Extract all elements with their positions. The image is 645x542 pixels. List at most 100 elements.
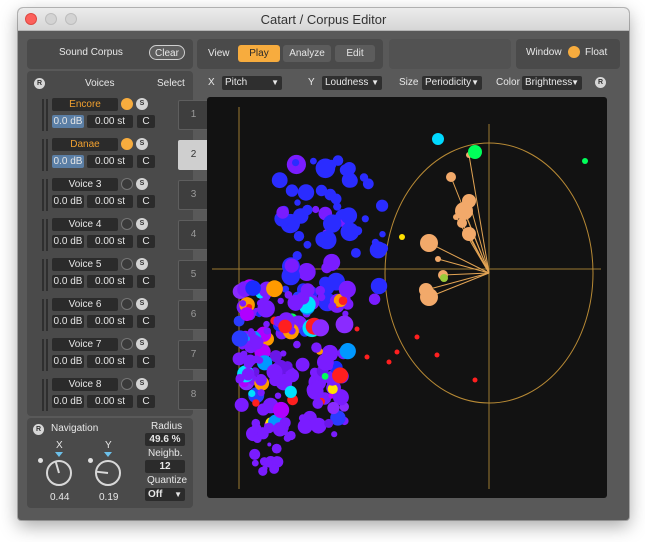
voice-solo-button[interactable]: S — [136, 178, 148, 190]
corpus-point[interactable] — [297, 263, 316, 281]
corpus-point[interactable] — [262, 465, 268, 472]
voice-enable-toggle[interactable] — [121, 178, 133, 190]
voice-enable-toggle[interactable] — [121, 298, 133, 310]
clear-corpus-button[interactable]: Clear — [149, 45, 185, 60]
corpus-point[interactable] — [351, 248, 361, 258]
corpus-point[interactable] — [272, 456, 282, 466]
voice-solo-button[interactable]: S — [136, 378, 148, 390]
corpus-point[interactable] — [239, 307, 254, 322]
tab-play[interactable]: Play — [238, 45, 280, 62]
corpus-point[interactable] — [376, 199, 389, 212]
voice-select-button[interactable]: 7 — [178, 340, 209, 370]
corpus-point[interactable] — [311, 342, 322, 353]
corpus-point[interactable] — [311, 319, 330, 337]
corpus-point[interactable] — [255, 374, 267, 386]
voice-name[interactable]: Voice 8 — [52, 378, 118, 391]
corpus-point[interactable] — [342, 310, 349, 317]
corpus-point[interactable] — [440, 274, 448, 282]
corpus-point[interactable] — [377, 243, 389, 254]
neighbour-point[interactable] — [446, 172, 456, 182]
corpus-point[interactable] — [281, 285, 290, 293]
corpus-point[interactable] — [317, 293, 326, 302]
corpus-point[interactable] — [252, 355, 261, 364]
corpus-point[interactable] — [252, 399, 260, 407]
corpus-point[interactable] — [354, 326, 360, 332]
voice-select-button[interactable]: 5 — [178, 260, 209, 290]
voice-transpose-field[interactable]: 0.00 st — [87, 275, 133, 288]
voice-solo-button[interactable]: S — [136, 138, 148, 150]
color-select[interactable]: Brightness ▼ — [522, 76, 582, 90]
corpus-point[interactable] — [293, 231, 305, 242]
voice-transpose-field[interactable]: 0.00 st — [87, 235, 133, 248]
voice-name[interactable]: Voice 4 — [52, 218, 118, 231]
corpus-point[interactable] — [263, 320, 270, 328]
corpus-point[interactable] — [292, 251, 302, 261]
corpus-point[interactable] — [321, 372, 329, 380]
corpus-point[interactable] — [234, 397, 249, 412]
voice-name[interactable]: Danae — [52, 138, 118, 151]
close-window-button[interactable] — [25, 13, 37, 25]
corpus-point[interactable] — [297, 418, 313, 434]
neighbours-field[interactable]: 12 — [145, 460, 185, 473]
corpus-point[interactable] — [335, 315, 354, 334]
corpus-point[interactable] — [278, 319, 292, 334]
axes-reset-button[interactable]: R — [595, 77, 606, 88]
corpus-point[interactable] — [271, 443, 282, 454]
float-toggle[interactable] — [568, 46, 580, 58]
voice-enable-toggle[interactable] — [121, 338, 133, 350]
corpus-point[interactable] — [257, 389, 265, 397]
corpus-point[interactable] — [315, 184, 328, 197]
corpus-point[interactable] — [338, 280, 356, 298]
corpus-point[interactable] — [340, 222, 360, 242]
corpus-point[interactable] — [364, 354, 370, 360]
voice-name[interactable]: Voice 7 — [52, 338, 118, 351]
y-axis-select[interactable]: Loudness ▼ — [322, 76, 382, 90]
voice-c-button[interactable]: C — [137, 235, 155, 248]
corpus-point[interactable] — [328, 347, 336, 356]
corpus-point[interactable] — [277, 297, 284, 305]
corpus-point[interactable] — [285, 184, 299, 197]
corpus-point[interactable] — [312, 205, 320, 214]
neighbour-point[interactable] — [420, 288, 438, 306]
corpus-point[interactable] — [310, 417, 327, 434]
corpus-point[interactable] — [232, 352, 246, 366]
voice-gain-field[interactable]: 0.0 dB — [52, 355, 84, 368]
corpus-point[interactable] — [243, 358, 254, 369]
voice-gain-field[interactable]: 0.0 dB — [52, 155, 84, 168]
neighbour-point[interactable] — [420, 234, 438, 252]
voice-name[interactable]: Voice 5 — [52, 258, 118, 271]
corpus-point[interactable] — [315, 285, 325, 296]
corpus-point[interactable] — [315, 158, 336, 179]
neighbour-point[interactable] — [455, 202, 473, 220]
corpus-point[interactable] — [263, 327, 271, 335]
voice-transpose-field[interactable]: 0.00 st — [87, 355, 133, 368]
corpus-point[interactable] — [379, 231, 386, 238]
corpus-point[interactable] — [256, 299, 265, 307]
voice-c-button[interactable]: C — [137, 355, 155, 368]
corpus-point[interactable] — [362, 178, 374, 190]
corpus-point[interactable] — [353, 226, 363, 236]
voice-transpose-field[interactable]: 0.00 st — [87, 315, 133, 328]
corpus-point[interactable] — [257, 428, 269, 440]
voice-gain-field[interactable]: 0.0 dB — [52, 315, 84, 328]
corpus-point[interactable] — [361, 215, 369, 223]
corpus-point[interactable] — [414, 334, 420, 340]
corpus-point[interactable] — [300, 283, 315, 298]
size-select[interactable]: Periodicity ▼ — [422, 76, 482, 90]
corpus-point[interactable] — [259, 457, 269, 466]
corpus-point[interactable] — [281, 428, 288, 436]
corpus-point[interactable] — [310, 157, 317, 165]
corpus-point[interactable] — [248, 389, 256, 398]
corpus-point[interactable] — [312, 398, 324, 409]
corpus-point[interactable] — [324, 418, 334, 428]
voice-select-button[interactable]: 2 — [178, 140, 209, 170]
voice-c-button[interactable]: C — [137, 315, 155, 328]
corpus-point[interactable] — [267, 442, 272, 447]
corpus-point[interactable] — [310, 380, 324, 393]
voice-solo-button[interactable]: S — [136, 298, 148, 310]
corpus-point[interactable] — [338, 296, 348, 305]
corpus-point[interactable] — [249, 448, 261, 460]
corpus-point[interactable] — [251, 459, 259, 467]
voices-reset-button[interactable]: R — [34, 78, 45, 89]
corpus-point[interactable] — [399, 234, 405, 240]
